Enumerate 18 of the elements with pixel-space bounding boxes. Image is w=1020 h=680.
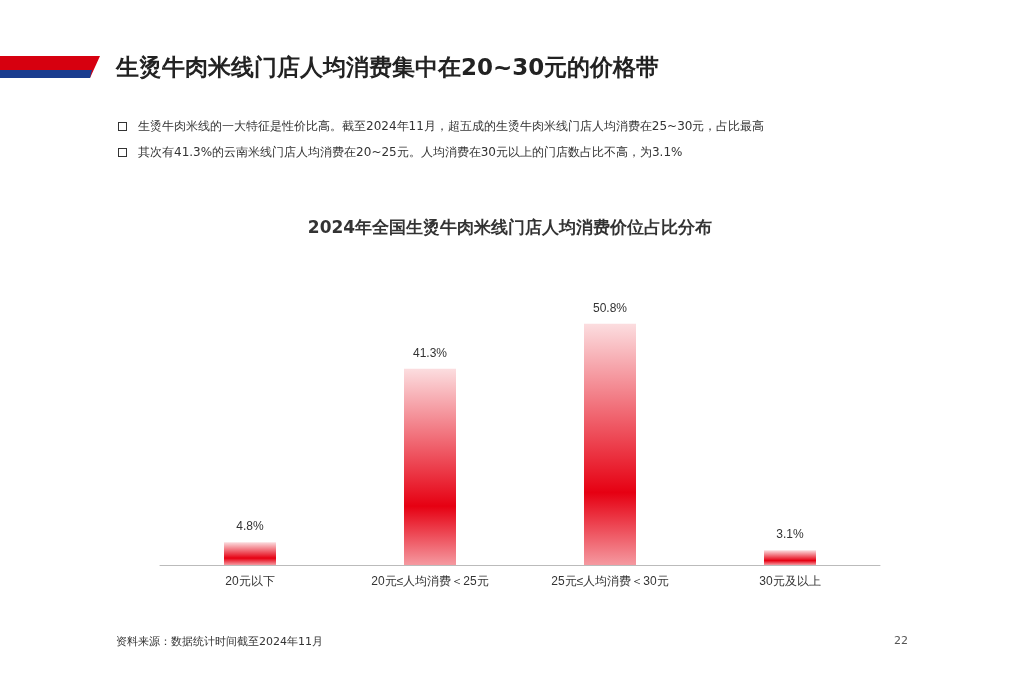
data-label: 50.8% xyxy=(592,300,628,315)
bar xyxy=(584,323,636,565)
chart-subtitle: 2024年全国生烫牛肉米线门店人均消费价位占比分布 xyxy=(306,216,714,239)
text: 生烫牛肉米线的一大特征是性价比高。截至2024年11月，超五成的生烫牛肉米线门店人均消费在25~30元，占比最高 xyxy=(137,118,766,134)
data-label: 4.8% xyxy=(236,519,264,534)
x-tick-label: 20元≤人均消费＜25元 xyxy=(371,574,489,588)
chart-title: 生烫牛肉米线门店人均消费集中在20~30元的价格带 xyxy=(116,53,660,82)
data-label: 41.3% xyxy=(412,345,448,360)
text: 资料来源：数据统计时间截至2024年11月 xyxy=(116,634,323,649)
x-tick-label: 20元以下 xyxy=(225,574,275,588)
bar xyxy=(224,542,276,565)
x-tick-label: 30元及以上 xyxy=(759,574,821,588)
x-tick-label: 25元≤人均消费＜30元 xyxy=(551,574,669,588)
text: 其次有41.3%的云南米线门店人均消费在20~25元。人均消费在30元以上的门店数占比不高，为3.1% xyxy=(137,144,684,160)
text: 22 xyxy=(894,634,908,647)
data-label: 3.1% xyxy=(776,527,804,542)
bar xyxy=(764,550,816,565)
bar xyxy=(404,368,456,565)
